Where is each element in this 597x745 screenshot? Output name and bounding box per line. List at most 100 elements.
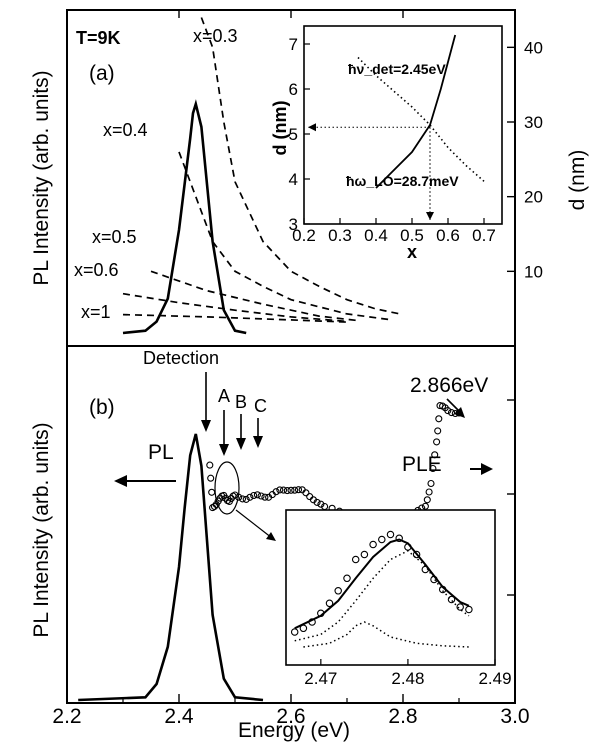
ple-axis-arrow-head [481, 463, 493, 475]
panel-b-y-axis-label: PL Intensity (arb. units) [30, 422, 53, 637]
x-tick-label: 2.8 [388, 705, 417, 728]
dispersion-curve [122, 313, 348, 323]
x-tick-label: 2.2 [52, 705, 81, 728]
inset-data-point [290, 628, 299, 636]
inset-curve [375, 34, 457, 189]
panel-a-inset: 0.2 0.3 0.4 0.5 0.6 0.7 3 4 5 6 7 [289, 25, 503, 245]
pl-curve [78, 433, 264, 702]
ple-point [429, 464, 437, 473]
dispersion-curve [150, 270, 359, 322]
inset-x-tick-label: 0.7 [472, 226, 496, 245]
inset-annotation-detection: ħν_det=2.45eV [348, 61, 446, 77]
panel-b-inset: 2.47 2.48 2.49 [285, 509, 512, 688]
inset-data-point [334, 587, 342, 595]
right-y-tick-label: 30 [524, 113, 543, 132]
ple-point [279, 486, 288, 494]
ple-point [444, 407, 452, 415]
series-label-x0.5: x=0.5 [92, 227, 137, 247]
inset-fit-curve [294, 549, 470, 642]
ple-point [433, 438, 441, 446]
inset-data-point [369, 540, 377, 549]
ple-point [291, 486, 299, 494]
ple-point [427, 479, 435, 488]
ple-label: PLE [402, 453, 442, 476]
ple-point [435, 415, 443, 423]
crossing-guide-vertical-head [426, 212, 434, 220]
inset-x-tick-label: 0.3 [328, 226, 352, 245]
ple-point [276, 486, 284, 494]
series-label-x0.6: x=0.6 [74, 260, 119, 280]
inset-data-point [386, 530, 395, 539]
panel-a-y-axis-label: PL Intensity (arb. units) [30, 70, 53, 285]
inset-a-frame [303, 25, 503, 225]
inset-x-tick-label: 2.49 [478, 669, 511, 688]
ple-point [306, 493, 314, 501]
inset-x-tick-label: 2.47 [304, 669, 337, 688]
inset-x-tick-label: 2.48 [391, 669, 424, 688]
temperature-label: T=9K [76, 28, 121, 48]
series-label-x0.4: x=0.4 [103, 120, 148, 140]
peak-label: A [218, 386, 230, 406]
inset-y-tick-label: 4 [289, 170, 298, 189]
panel-b-label: (b) [89, 396, 115, 419]
panel-b-x-axis: 2.2 2.4 2.6 2.8 3.0 [52, 399, 530, 728]
ple-point [283, 487, 291, 495]
ple-point [242, 495, 250, 503]
inset-x-tick-label: 0.5 [400, 226, 424, 245]
ple-point [250, 491, 258, 500]
detection-arrow-head [201, 420, 211, 432]
inset-x-tick-label: 0.6 [436, 226, 460, 245]
inset-y-tick-label: 6 [289, 80, 298, 99]
series-label-x0.3: x=0.3 [193, 26, 238, 46]
dispersion-curve [122, 292, 348, 323]
ple-point [423, 496, 431, 504]
inset-x-tick-label: 0.2 [292, 226, 316, 245]
inset-data-point [456, 603, 464, 611]
pl-axis-arrow-head [114, 475, 127, 487]
panel-a-right-axis-label: d (nm) [566, 150, 589, 211]
panel-a-right-axis: 10 20 30 40 [507, 38, 543, 281]
inset-x-tick-label: 0.4 [364, 226, 388, 245]
ple-point [425, 488, 433, 496]
ple-point [257, 492, 265, 500]
inset-y-tick-label: 3 [289, 215, 298, 234]
inset-fit-curve [294, 538, 470, 630]
ple-point [287, 486, 295, 494]
ple-point [210, 502, 219, 511]
inset-data-point [325, 599, 334, 608]
inset-region-marker [214, 461, 240, 515]
peak-label: B [235, 392, 247, 412]
right-y-tick-label: 10 [524, 262, 543, 281]
ple-point [246, 493, 254, 501]
x-tick-label: 2.6 [276, 705, 305, 728]
ple-point [431, 451, 439, 459]
ple-point [261, 493, 269, 501]
ple-point [238, 495, 247, 503]
inset-data-point [343, 574, 351, 583]
right-y-tick-label: 20 [524, 188, 543, 207]
dispersion-curve [178, 151, 392, 321]
ple-point [421, 502, 429, 510]
inset-data-point [395, 534, 403, 543]
right-y-tick-label: 40 [524, 38, 543, 57]
detection-label: Detection [143, 348, 219, 368]
ple-point [447, 409, 456, 417]
ple-point [206, 461, 214, 469]
ple-point [302, 489, 310, 497]
dispersion-curve [200, 17, 404, 316]
ple-point [253, 491, 261, 499]
annotation-arrows [114, 372, 493, 541]
inset-fit-curve [303, 621, 469, 648]
inset-curve [357, 56, 485, 182]
ple-point [313, 498, 321, 506]
ple-point [434, 427, 442, 435]
ple-point [317, 500, 325, 508]
inset-y-axis-label: d (nm) [270, 101, 290, 156]
pl-label: PL [148, 441, 174, 464]
inset-annotation-lo: ħω_LO=28.7meV [346, 173, 459, 189]
peak-pointer-head [454, 407, 465, 418]
arrow-a-head [219, 444, 229, 456]
inset-data-point [465, 605, 473, 614]
series-label-x1: x=1 [81, 302, 111, 322]
ple-point [207, 474, 215, 482]
